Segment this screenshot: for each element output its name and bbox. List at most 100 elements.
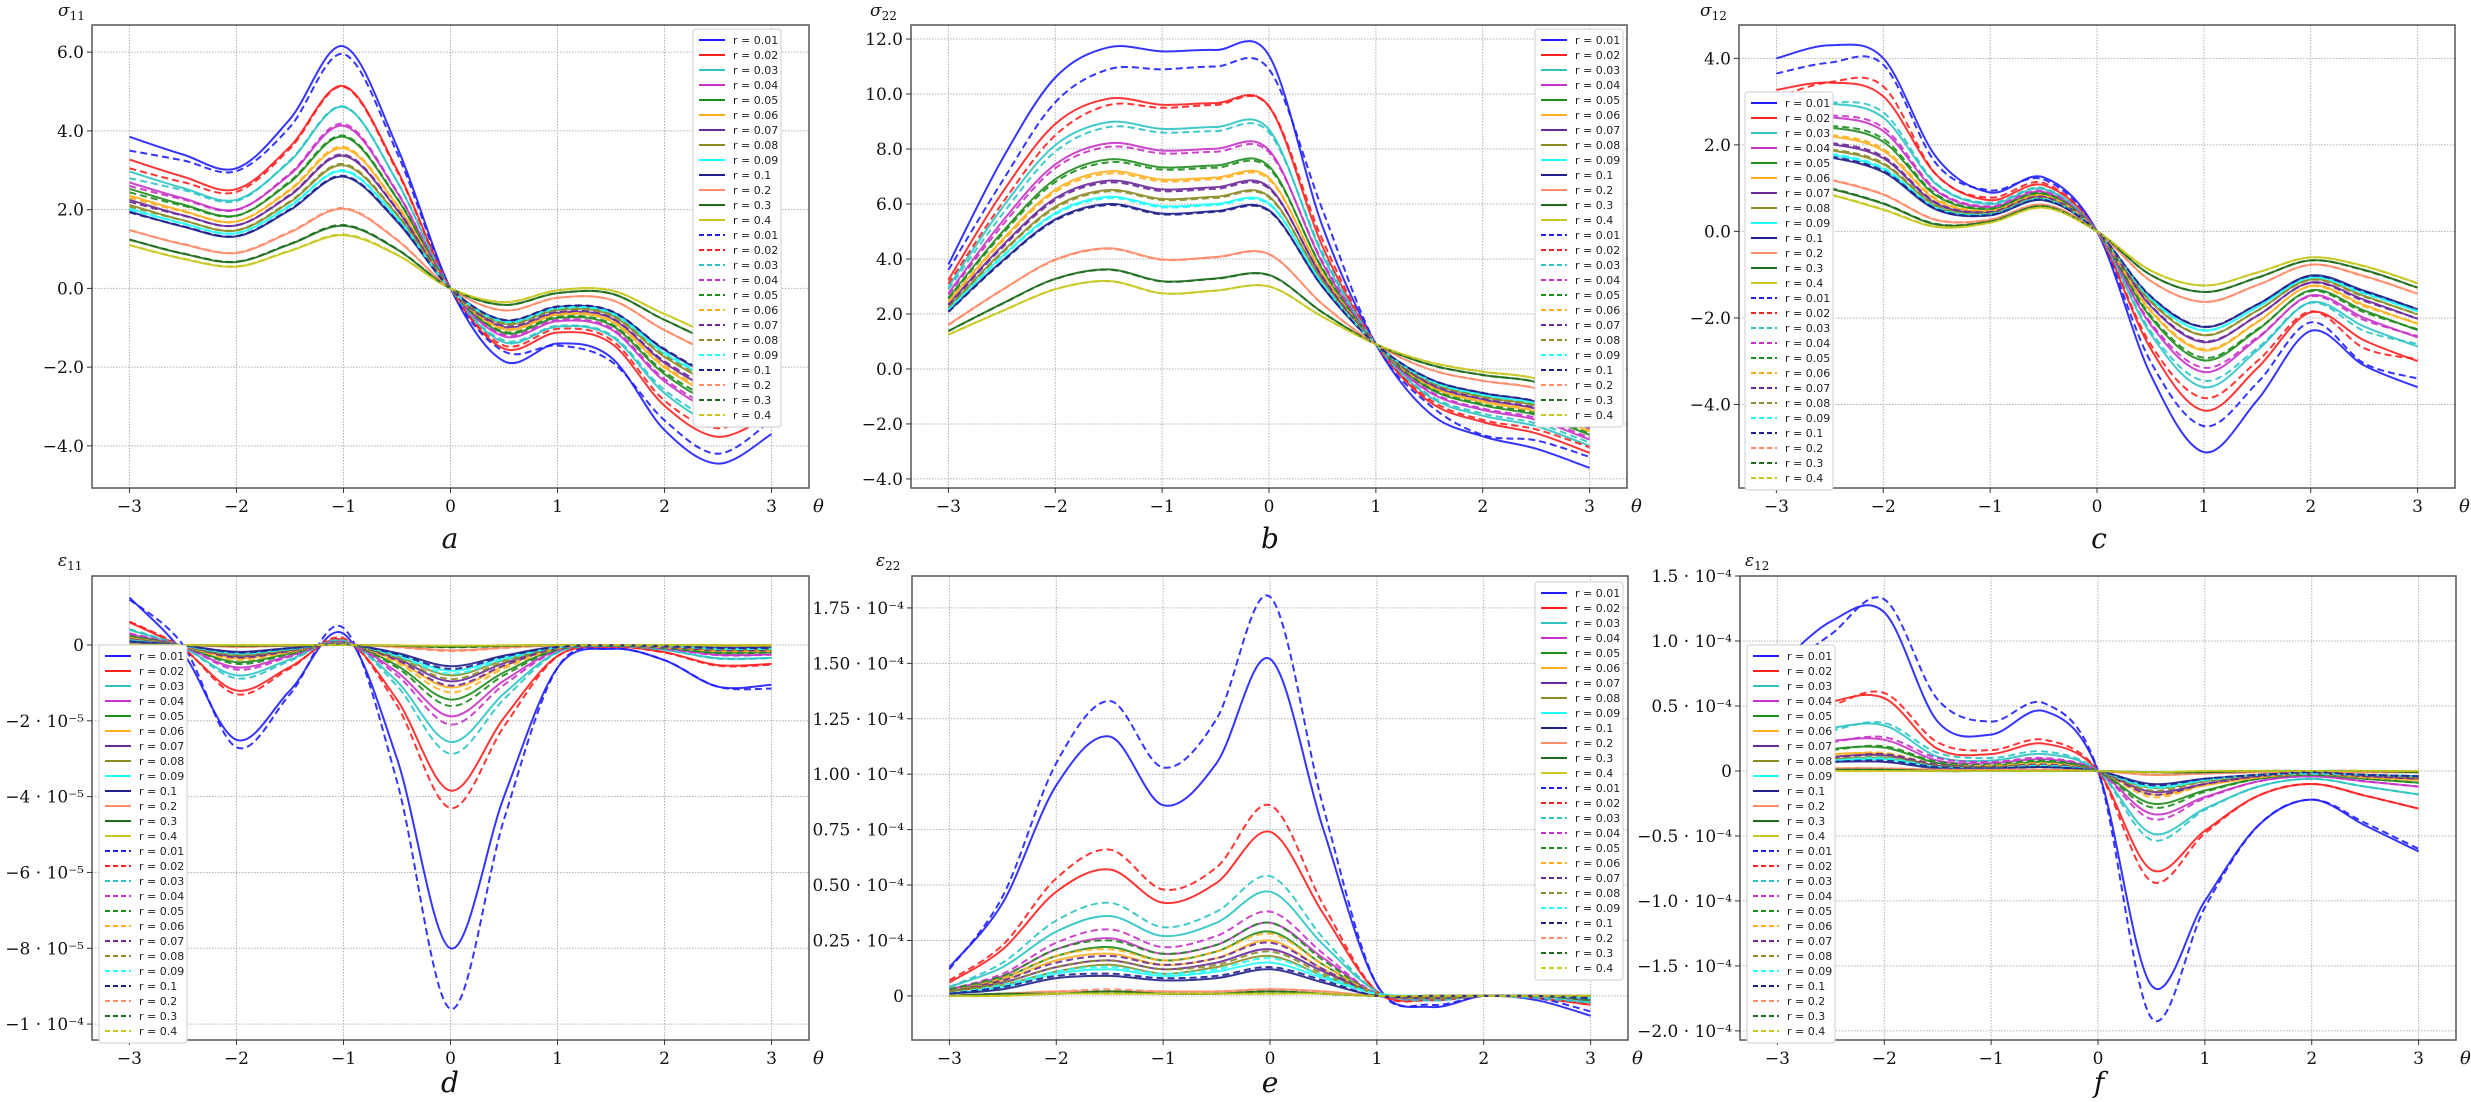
legend-label: r = 0.4 <box>1575 409 1613 422</box>
legend-label: r = 0.05 <box>1575 647 1620 660</box>
legend-box <box>98 644 188 1044</box>
legend-label: r = 0.03 <box>1575 259 1620 272</box>
legend-label: r = 0.08 <box>1787 755 1832 768</box>
x-tick-label: 1 <box>552 1049 563 1069</box>
legend-label: r = 0.07 <box>1575 872 1620 885</box>
series-line-dashed-r-0.03 <box>947 122 1590 444</box>
legend-label: r = 0.02 <box>1785 307 1830 320</box>
legend-label: r = 0.02 <box>1575 244 1620 257</box>
x-tick-label: 1 <box>2199 1049 2210 1069</box>
series-line-dashed-r-0.06 <box>129 145 772 393</box>
legend-label: r = 0.09 <box>1575 707 1620 720</box>
legend-label: r = 0.09 <box>1785 217 1830 230</box>
legend-label: r = 0.02 <box>1787 860 1832 873</box>
legend-label: r = 0.04 <box>139 890 184 903</box>
series-line-dashed-r-0.3 <box>129 643 772 649</box>
legend-label: r = 0.1 <box>1575 169 1613 182</box>
legend-label: r = 0.01 <box>1787 650 1832 663</box>
legend-label: r = 0.09 <box>733 154 778 167</box>
legend-label: r = 0.4 <box>1575 214 1613 227</box>
series-line-solid-r-0.01 <box>947 40 1590 469</box>
series-line-dashed-r-0.03 <box>1777 721 2419 842</box>
series-line-solid-r-0.04 <box>947 140 1590 441</box>
legend-label: r = 0.09 <box>139 965 184 978</box>
legend-label: r = 0.06 <box>1787 725 1832 738</box>
legend-label: r = 0.06 <box>1575 109 1620 122</box>
x-tick-label: −1 <box>1151 1049 1176 1069</box>
legend-label: r = 0.08 <box>1785 202 1830 215</box>
series-group <box>1776 43 2418 454</box>
legend-label: r = 0.03 <box>1575 64 1620 77</box>
y-tick-label: 0.50 · 10⁻⁴ <box>813 876 905 896</box>
legend-label: r = 0.2 <box>139 995 177 1008</box>
panel-caption: d <box>441 1066 459 1099</box>
y-tick-label: 0.75 · 10⁻⁴ <box>813 821 905 841</box>
legend-label: r = 0.04 <box>1575 274 1620 287</box>
series-line-dashed-r-0.01 <box>1776 596 2420 1023</box>
x-tick-label: 2 <box>1477 497 1488 517</box>
x-tick-label: −2 <box>1871 497 1896 517</box>
series-line-dashed-r-0.4 <box>1776 182 2418 287</box>
series-line-dashed-r-0.04 <box>129 632 772 726</box>
legend-label: r = 0.04 <box>733 79 778 92</box>
y-tick-label: −1.0 · 10⁻⁴ <box>1637 892 1732 912</box>
series-line-dashed-r-0.03 <box>129 628 772 755</box>
y-axis-label-sub: 12 <box>1712 9 1727 23</box>
x-tick-label: 2 <box>2306 1049 2317 1069</box>
y-tick-label: 4.0 <box>1704 49 1731 69</box>
x-tick-label: 0 <box>1265 1049 1276 1069</box>
x-tick-label: 2 <box>659 497 670 517</box>
y-tick-label: −2.0 <box>43 358 84 378</box>
legend-label: r = 0.04 <box>139 695 184 708</box>
x-axis-label: θ <box>2459 496 2470 517</box>
series-line-dashed-r-0.09 <box>947 197 1590 425</box>
legend-label: r = 0.2 <box>139 800 177 813</box>
legend-label: r = 0.4 <box>733 214 771 227</box>
legend-label: r = 0.01 <box>1575 782 1620 795</box>
panel-caption: f <box>2092 1066 2109 1099</box>
y-axis-label-main: ε <box>58 551 67 571</box>
legend-label: r = 0.04 <box>1575 827 1620 840</box>
y-tick-label: −2.0 · 10⁻⁴ <box>1637 1022 1732 1042</box>
legend-label: r = 0.05 <box>1575 289 1620 302</box>
legend-label: r = 0.2 <box>733 379 771 392</box>
series-line-solid-r-0.05 <box>947 157 1590 436</box>
y-tick-label: 0.5 · 10⁻⁴ <box>1651 697 1732 717</box>
legend-label: r = 0.08 <box>733 334 778 347</box>
legend-label: r = 0.08 <box>1575 334 1620 347</box>
legend-box <box>1534 581 1624 981</box>
x-tick-label: −3 <box>117 497 142 517</box>
y-tick-label: 0 <box>73 636 84 656</box>
legend-label: r = 0.3 <box>1575 947 1613 960</box>
legend-label: r = 0.09 <box>1575 154 1620 167</box>
legend-label: r = 0.03 <box>139 680 184 693</box>
series-group <box>947 40 1590 469</box>
series-line-dashed-r-0.2 <box>947 247 1590 410</box>
x-tick-label: −1 <box>331 497 356 517</box>
legend-label: r = 0.02 <box>1575 797 1620 810</box>
legend-label: r = 0.01 <box>733 34 778 47</box>
legend-label: r = 0.07 <box>1785 382 1830 395</box>
legend-label: r = 0.03 <box>1575 617 1620 630</box>
legend-label: r = 0.07 <box>733 319 778 332</box>
x-axis-label: θ <box>813 496 824 517</box>
legend-label: r = 0.4 <box>733 409 771 422</box>
legend-label: r = 0.06 <box>1785 367 1830 380</box>
legend-label: r = 0.01 <box>1575 34 1620 47</box>
y-tick-label: 2.0 <box>57 201 84 221</box>
legend-label: r = 0.01 <box>733 229 778 242</box>
y-axis-label-main: ε <box>1745 551 1754 571</box>
y-tick-label: 0 <box>893 987 904 1007</box>
legend-label: r = 0.4 <box>139 1025 177 1038</box>
series-line-solid-r-0.09 <box>947 195 1590 425</box>
legend: r = 0.01 r = 0.02 r = 0.03 r = 0.04 r = 0.05… <box>1744 91 1834 491</box>
legend-label: r = 0.02 <box>1575 49 1620 62</box>
legend-label: r = 0.05 <box>1575 94 1620 107</box>
legend-label: r = 0.4 <box>139 830 177 843</box>
series-line-dashed-r-0.02 <box>947 94 1590 449</box>
series-line-dashed-r-0.05 <box>1776 124 2418 359</box>
legend-label: r = 0.07 <box>1787 935 1832 948</box>
y-axis-label-main: σ <box>58 1 70 21</box>
x-tick-label: −2 <box>1044 1049 1069 1069</box>
